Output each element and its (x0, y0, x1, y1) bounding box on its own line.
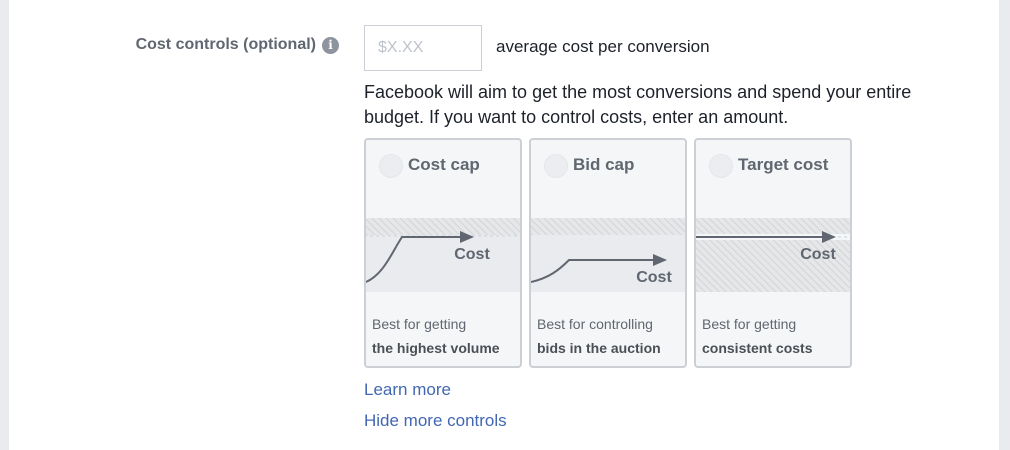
radio-button[interactable] (709, 154, 733, 178)
cost-controls-description: Facebook will aim to get the most conver… (364, 82, 912, 127)
option-target-cost[interactable]: Target cost Cost Best for getting consist… (694, 138, 852, 368)
option-description: Best for getting the highest volume (372, 316, 500, 356)
radio-button[interactable] (379, 154, 403, 178)
option-cost-cap[interactable]: Cost cap Cost Best for getting the highes… (364, 138, 522, 368)
chart-label: Cost (454, 246, 490, 263)
cost-cap-graph-icon: Cost (366, 218, 520, 292)
option-bid-cap[interactable]: Bid cap Cost Best for controlling bids in… (529, 138, 687, 368)
bid-cap-graph-icon: Cost (531, 218, 685, 292)
input-suffix: average cost per conversion (496, 37, 710, 56)
learn-more-link[interactable]: Learn more (364, 380, 451, 399)
chart-label: Cost (636, 269, 672, 286)
chart-label: Cost (800, 246, 836, 263)
option-title: Bid cap (573, 155, 635, 174)
hide-more-controls-link[interactable]: Hide more controls (364, 411, 507, 430)
option-title: Cost cap (408, 155, 480, 174)
option-description: Best for getting consistent costs (702, 316, 813, 356)
radio-button[interactable] (544, 154, 568, 178)
cost-controls-label: Cost controls (optional) (135, 36, 316, 53)
cost-amount-input[interactable] (364, 25, 482, 71)
option-description: Best for controlling bids in the auction (537, 316, 661, 356)
target-cost-graph-icon: Cost (696, 218, 850, 292)
info-icon[interactable]: i (322, 37, 339, 54)
option-title: Target cost (738, 155, 829, 174)
